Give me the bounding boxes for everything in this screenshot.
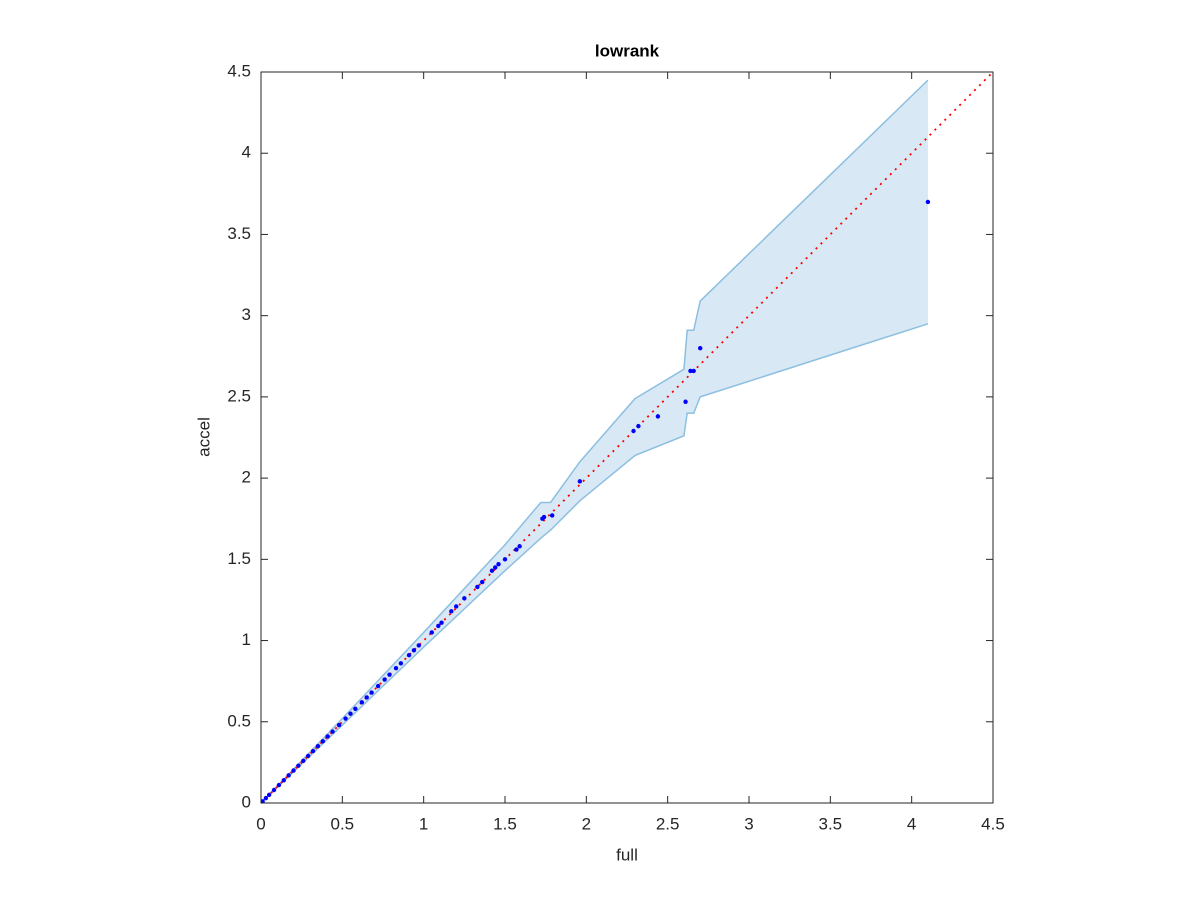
point xyxy=(698,345,703,351)
chart-title: lowrank xyxy=(595,41,660,60)
point xyxy=(480,579,485,585)
point xyxy=(436,623,441,629)
y-tick-label: 3.5 xyxy=(227,224,251,243)
point xyxy=(305,753,311,759)
point xyxy=(336,722,342,728)
point xyxy=(416,643,421,648)
point xyxy=(514,547,519,552)
point xyxy=(353,706,358,711)
y-tick-label: 1.5 xyxy=(227,549,251,568)
x-tick-label: 1 xyxy=(419,814,428,833)
point xyxy=(454,604,459,609)
point xyxy=(429,630,434,635)
y-tick-label: 4.5 xyxy=(227,61,251,80)
point xyxy=(382,677,387,682)
point xyxy=(577,479,583,484)
point xyxy=(291,768,296,773)
point xyxy=(691,368,696,374)
x-tick-label: 2 xyxy=(582,814,591,833)
point xyxy=(271,787,277,793)
x-tick-label: 4.5 xyxy=(981,814,1005,833)
y-tick-label: 1 xyxy=(242,630,251,649)
point xyxy=(636,423,641,429)
x-tick-label: 2.5 xyxy=(656,814,680,833)
point xyxy=(925,199,931,205)
point xyxy=(348,711,353,716)
point xyxy=(393,665,399,671)
y-tick-label: 4 xyxy=(242,143,251,162)
point xyxy=(398,661,404,666)
band-area xyxy=(261,80,928,804)
point xyxy=(286,773,291,778)
point xyxy=(655,414,661,419)
axes-box xyxy=(260,71,994,804)
x-tick-label: 4 xyxy=(907,814,916,833)
point xyxy=(296,763,301,768)
y-tick-label: 2 xyxy=(242,468,251,487)
point xyxy=(549,513,555,518)
point xyxy=(260,799,265,804)
y-tick-label: 2.5 xyxy=(227,386,251,405)
point xyxy=(343,716,348,721)
point xyxy=(315,743,321,749)
point xyxy=(411,648,417,653)
point xyxy=(631,428,636,434)
point xyxy=(364,695,369,700)
y-axis-label: accel xyxy=(194,417,213,457)
point xyxy=(310,748,316,754)
point xyxy=(330,729,335,734)
point xyxy=(683,399,688,404)
y-tick-label: 0.5 xyxy=(227,711,251,730)
point xyxy=(688,368,693,374)
point xyxy=(540,516,545,521)
point xyxy=(325,734,330,739)
point xyxy=(439,620,444,625)
y-tick-label: 3 xyxy=(242,305,251,324)
band-edge xyxy=(260,79,929,804)
band-edge xyxy=(260,323,929,804)
point xyxy=(281,778,286,783)
point xyxy=(301,758,306,763)
reference-line xyxy=(260,71,994,804)
point xyxy=(475,584,480,590)
point xyxy=(276,782,282,788)
point xyxy=(375,683,381,689)
x-tick-label: 1.5 xyxy=(493,814,517,833)
point xyxy=(266,792,272,798)
x-tick-label: 3.5 xyxy=(819,814,843,833)
point xyxy=(493,565,498,570)
point xyxy=(502,557,508,562)
point xyxy=(489,568,495,573)
x-tick-label: 0.5 xyxy=(331,814,355,833)
point xyxy=(263,795,269,801)
point xyxy=(359,700,365,705)
point xyxy=(387,672,392,677)
point xyxy=(496,562,501,567)
point xyxy=(449,609,454,614)
x-tick-label: 0 xyxy=(256,814,265,833)
point xyxy=(462,596,467,601)
y-tick-label: 0 xyxy=(242,792,251,811)
x-axis-label: full xyxy=(616,845,638,864)
point xyxy=(406,652,412,658)
point xyxy=(517,544,522,549)
x-tick-label: 3 xyxy=(744,814,753,833)
point xyxy=(320,739,326,744)
point xyxy=(369,690,374,695)
